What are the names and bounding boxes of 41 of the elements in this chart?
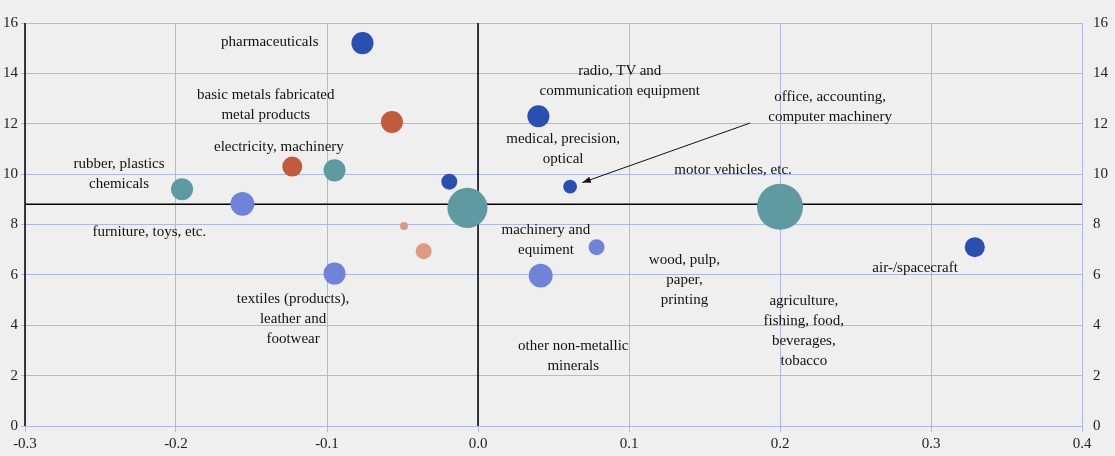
x-tick-label: -0.3 — [13, 434, 37, 451]
x-tick-label: 0.4 — [1072, 434, 1092, 451]
y-tick-label: 12 — [3, 114, 18, 131]
y2-tick-label: 4 — [1093, 316, 1101, 333]
y2-tick-label: 0 — [1093, 416, 1101, 433]
annotation: textiles (products), leather and footwear — [236, 289, 350, 346]
annotation: medical, precision, optical — [506, 130, 620, 167]
x-tick-label: 0.0 — [468, 434, 488, 451]
annotation: radio, TV and communication equipment — [539, 61, 701, 98]
y2-tick-label: 14 — [1093, 64, 1109, 81]
annotation: air-/spacecraft — [872, 259, 959, 276]
y2-tick-label: 2 — [1093, 366, 1101, 383]
annotation: pharmaceuticals — [221, 33, 319, 50]
y-tick-label: 2 — [10, 366, 18, 383]
y-tick-label: 4 — [10, 316, 19, 333]
y-tick-label: 16 — [3, 13, 19, 30]
annotation: wood, pulp, paper, printing — [648, 251, 721, 308]
annotation: office, accounting, computer machinery — [768, 87, 893, 124]
y-tick-label: 10 — [3, 165, 18, 182]
y2-tick-label: 8 — [1093, 215, 1101, 232]
y2-tick-label: 10 — [1093, 165, 1108, 182]
y2-tick-label: 16 — [1093, 13, 1109, 30]
y-tick-label: 0 — [10, 416, 18, 433]
y-tick-label: 8 — [10, 215, 18, 232]
annotation: motor vehicles, etc. — [674, 161, 792, 178]
annotation: electricity, machinery — [213, 138, 345, 155]
y2-tick-label: 12 — [1093, 114, 1108, 131]
y-tick-label: 6 — [10, 265, 19, 282]
y-tick-label: 14 — [3, 64, 19, 81]
x-tick-label: 0.3 — [921, 434, 941, 451]
annotation: basic metals fabricated metal products — [197, 85, 335, 122]
x-tick-label: 0.1 — [619, 434, 639, 451]
x-tick-label: 0.2 — [770, 434, 790, 451]
annotation: furniture, toys, etc. — [92, 223, 207, 240]
y2-tick-label: 6 — [1093, 265, 1101, 282]
x-tick-label: -0.1 — [315, 434, 339, 451]
annotation: rubber, plastics chemicals — [73, 155, 165, 192]
annotation: machinery and equiment — [501, 221, 591, 258]
x-tick-label: -0.2 — [164, 434, 188, 451]
annotation: agriculture, fishing, food, beverages, tobacco — [763, 291, 845, 368]
annotation: other non-metallic minerals — [518, 337, 629, 374]
